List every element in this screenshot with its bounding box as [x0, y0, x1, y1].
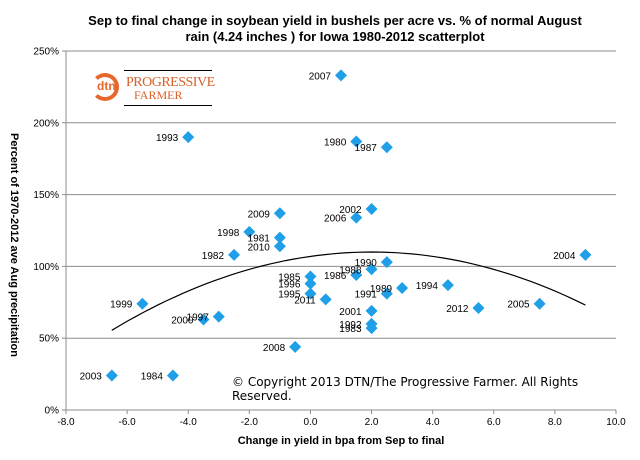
point-labels: 2007 1993 1980 1987 2002 2009 2006 1998 19812010… — [80, 71, 576, 382]
data-point-2005 — [533, 297, 546, 310]
x-tick-label: -8.0 — [57, 417, 75, 428]
data-point-1999 — [136, 297, 149, 310]
chart-title-line1: Sep to final change in soybean yield in … — [88, 13, 582, 28]
data-points — [105, 69, 592, 382]
point-label-2008: 2008 — [263, 343, 286, 354]
data-point-1985 — [304, 270, 317, 283]
point-label-2009: 2009 — [248, 209, 271, 220]
point-label-1997: 1997 — [187, 313, 210, 324]
point-label-1991: 1991 — [355, 290, 378, 301]
point-label-2010: 2010 — [248, 242, 271, 253]
data-point-1988 — [365, 263, 378, 276]
data-point-1982 — [228, 248, 241, 261]
point-label-1993: 1993 — [156, 133, 179, 144]
point-label-2011: 2011 — [294, 295, 316, 306]
point-label-2006: 2006 — [324, 214, 347, 225]
point-label-2003: 2003 — [80, 372, 103, 383]
point-label-1984: 1984 — [141, 372, 164, 383]
data-point-2007 — [335, 69, 347, 82]
point-label-1990: 1990 — [355, 258, 378, 269]
point-label-1998: 1998 — [217, 228, 240, 239]
y-tick-label: 0% — [45, 406, 60, 417]
point-label-2005: 2005 — [507, 300, 530, 311]
point-label-2012: 2012 — [446, 304, 469, 315]
x-axis-title: Change in yield in bpa from Sep to final — [238, 435, 445, 447]
x-tick-label: 8.0 — [548, 417, 562, 428]
x-tick-label: -4.0 — [180, 417, 198, 428]
data-point-1986 — [350, 269, 363, 282]
y-tick-label: 150% — [33, 190, 59, 201]
x-tick-label: 4.0 — [426, 417, 440, 428]
data-point-2011 — [319, 293, 332, 306]
dtn-logo-text: dtn — [97, 79, 116, 93]
data-point-1989 — [396, 281, 409, 294]
point-label-1981: 1981 — [248, 234, 271, 245]
x-tick-label: 10.0 — [606, 417, 626, 428]
point-label-1996: 1996 — [278, 280, 301, 291]
y-tick-label: 200% — [33, 118, 59, 129]
point-label-1988: 1988 — [339, 265, 362, 276]
x-tick-label: 2.0 — [365, 417, 379, 428]
chart-title: Sep to final change in soybean yield in … — [60, 13, 610, 45]
data-point-2012 — [472, 302, 485, 315]
point-label-2002: 2002 — [339, 205, 362, 216]
point-label-1987: 1987 — [355, 143, 378, 154]
y-tick-label: 50% — [39, 334, 59, 345]
point-label-1999: 1999 — [110, 300, 133, 311]
data-point-2006 — [350, 211, 363, 224]
data-point-1983 — [365, 322, 378, 335]
point-label-2000: 2000 — [171, 316, 194, 327]
data-point-2000 — [197, 313, 210, 326]
data-point-2001 — [365, 304, 378, 317]
logo-pf-line2: FARMER — [134, 88, 183, 102]
dtn-progressive-farmer-logo: dtn PROGRESSIVE FARMER — [91, 70, 215, 106]
data-point-1995 — [304, 287, 317, 300]
data-point-1984 — [166, 369, 179, 382]
dtn-logo-ring — [91, 73, 119, 101]
x-tick-label: -2.0 — [241, 417, 259, 428]
point-label-1992: 1992 — [339, 320, 362, 331]
progressive-farmer-wordmark: PROGRESSIVE FARMER — [124, 70, 215, 106]
data-point-1980 — [350, 135, 363, 148]
point-label-1982: 1982 — [202, 251, 225, 262]
point-label-1980: 1980 — [324, 137, 347, 148]
logo-pf-line1: PROGRESSIVE — [126, 75, 215, 90]
data-point-1990 — [380, 256, 393, 269]
data-point-2003 — [105, 369, 118, 382]
data-point-2004 — [579, 248, 592, 261]
point-label-1985: 1985 — [278, 272, 301, 283]
data-point-1996 — [304, 277, 317, 290]
point-label-1983: 1983 — [339, 324, 362, 335]
data-point-1994 — [441, 279, 454, 292]
point-label-1995: 1995 — [278, 290, 301, 301]
y-tick-label: 100% — [33, 262, 59, 273]
point-label-1986: 1986 — [324, 271, 347, 282]
point-label-1994: 1994 — [416, 281, 439, 292]
data-point-1991 — [380, 287, 393, 300]
gridlines — [66, 50, 616, 339]
data-point-2010 — [273, 240, 286, 253]
data-point-1997 — [212, 310, 225, 323]
y-axis-title: Percent of 1970-2012 ave Aug precipitati… — [8, 133, 20, 357]
data-point-1981 — [273, 231, 286, 244]
chart-title-line2: rain (4.24 inches ) for Iowa 1980-2012 s… — [185, 29, 485, 44]
data-point-1987 — [380, 141, 393, 154]
axes: 0% 50% 100% 150% 200% 250% -8.0 -6.0 -4.0 -2.0 0.0… — [33, 47, 626, 429]
data-point-1993 — [182, 131, 195, 144]
data-point-2009 — [273, 207, 286, 220]
data-point-2002 — [365, 202, 378, 215]
trendline — [111, 251, 586, 331]
point-label-2004: 2004 — [553, 251, 576, 262]
copyright-notice: © Copyright 2013 DTN/The Progressive Far… — [232, 375, 579, 403]
x-tick-label: 0.0 — [303, 417, 317, 428]
data-point-2008 — [289, 340, 302, 353]
point-label-1989: 1989 — [370, 284, 393, 295]
y-tick-label: 250% — [33, 47, 59, 58]
x-tick-label: -6.0 — [118, 417, 136, 428]
data-point-1998 — [243, 225, 256, 238]
point-label-2007: 2007 — [309, 71, 332, 82]
point-label-2001: 2001 — [339, 307, 362, 318]
x-tick-label: 6.0 — [487, 417, 501, 428]
